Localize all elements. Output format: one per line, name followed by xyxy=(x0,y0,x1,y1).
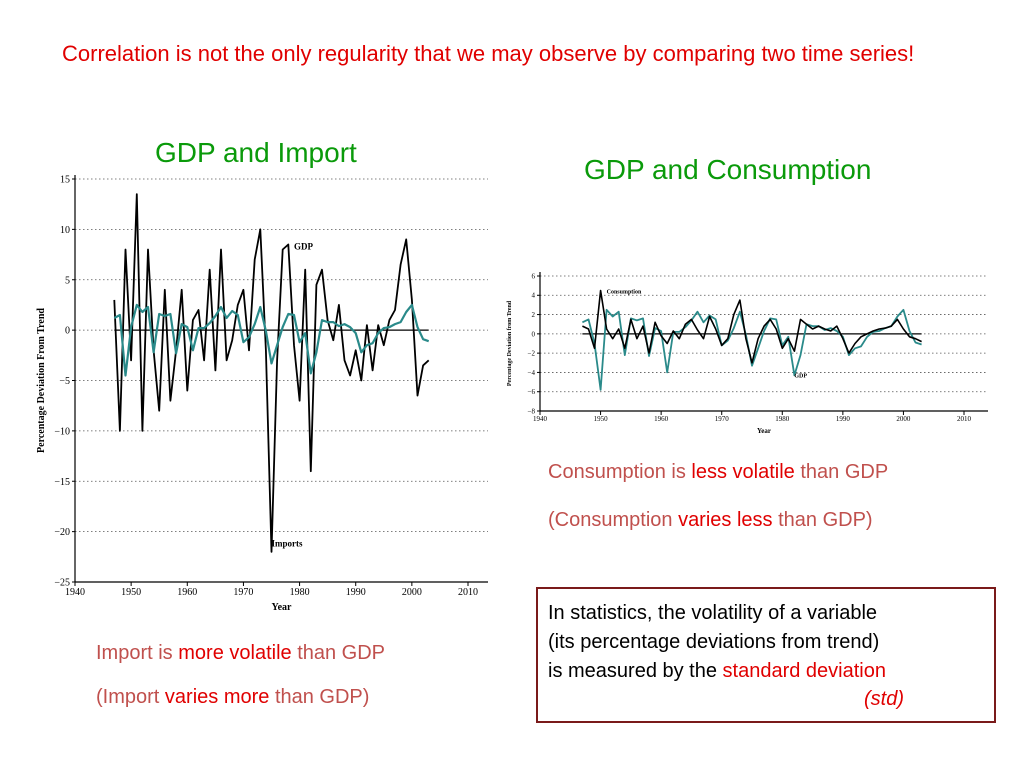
y-tick-label: −8 xyxy=(528,407,536,415)
slide-headline: Correlation is not the only regularity t… xyxy=(62,41,915,66)
chart-title-gdp-consumption: GDP and Consumption xyxy=(584,154,872,185)
x-tick-label: 1970 xyxy=(715,415,730,423)
x-tick-label: 2000 xyxy=(402,587,422,598)
x-tick-label: 1980 xyxy=(290,587,310,598)
x-tick-label: 1960 xyxy=(177,587,197,598)
std-box-line3a: is measured by the xyxy=(548,660,723,682)
x-tick-label: 1950 xyxy=(121,587,141,598)
y-tick-label: 10 xyxy=(60,225,70,236)
x-axis-label: Year xyxy=(272,602,293,613)
std-definition-box: In statistics, the volatility of a varia… xyxy=(536,587,996,723)
series-line-imports xyxy=(113,193,430,553)
y-tick-label: 0 xyxy=(532,330,536,338)
x-tick-label: 2010 xyxy=(957,415,972,423)
annotation-label: GDP xyxy=(794,373,807,379)
series-line-gdp xyxy=(113,303,430,377)
x-tick-label: 2010 xyxy=(458,587,478,598)
x-tick-label: 1980 xyxy=(775,415,790,423)
x-tick-label: 1990 xyxy=(836,415,851,423)
y-axis-label: Percentage Deviation from Trend xyxy=(507,300,513,386)
y-tick-label: −6 xyxy=(528,388,536,396)
y-tick-label: −5 xyxy=(59,376,70,387)
series-line-gdp xyxy=(582,308,922,391)
x-tick-label: 1940 xyxy=(65,587,85,598)
y-tick-label: 5 xyxy=(65,275,70,286)
std-box-abbrev: (std) xyxy=(864,688,904,710)
std-box-line1: In statistics, the volatility of a varia… xyxy=(548,602,878,624)
annotation-label: Imports xyxy=(272,539,303,549)
y-tick-label: 4 xyxy=(532,292,536,300)
chart-title-gdp-import: GDP and Import xyxy=(155,137,357,168)
y-tick-label: 2 xyxy=(532,311,536,319)
series-line-consumption xyxy=(582,289,922,364)
y-tick-label: 6 xyxy=(532,272,536,280)
y-tick-label: −25 xyxy=(54,578,70,589)
import-caption-line2: (Import varies more than GDP) xyxy=(96,686,370,708)
y-axis-label: Percentage Deviation From Trend xyxy=(36,308,47,453)
y-tick-label: 0 xyxy=(65,326,70,337)
std-box-line2: (its percentage deviations from trend) xyxy=(548,631,880,653)
x-axis-label: Year xyxy=(757,427,771,435)
x-tick-label: 1960 xyxy=(654,415,669,423)
annotation-label: Consumption xyxy=(607,289,642,295)
y-tick-label: −2 xyxy=(528,350,536,358)
consumption-caption-line2: (Consumption varies less than GDP) xyxy=(548,509,873,531)
annotation-label: GDP xyxy=(294,242,314,252)
y-tick-label: −10 xyxy=(54,426,70,437)
import-caption-line1: Import is more volatile than GDP xyxy=(96,642,386,664)
y-tick-label: 15 xyxy=(60,175,70,186)
x-tick-label: 2000 xyxy=(896,415,911,423)
x-tick-label: 1970 xyxy=(233,587,253,598)
y-tick-label: −20 xyxy=(54,527,70,538)
x-tick-label: 1950 xyxy=(594,415,609,423)
y-tick-label: −4 xyxy=(528,369,536,377)
x-tick-label: 1940 xyxy=(533,415,548,423)
x-tick-label: 1990 xyxy=(346,587,366,598)
y-tick-label: −15 xyxy=(54,477,70,488)
std-box-term: standard deviation xyxy=(722,660,886,682)
consumption-caption-line1: Consumption is less volatile than GDP xyxy=(548,461,889,483)
